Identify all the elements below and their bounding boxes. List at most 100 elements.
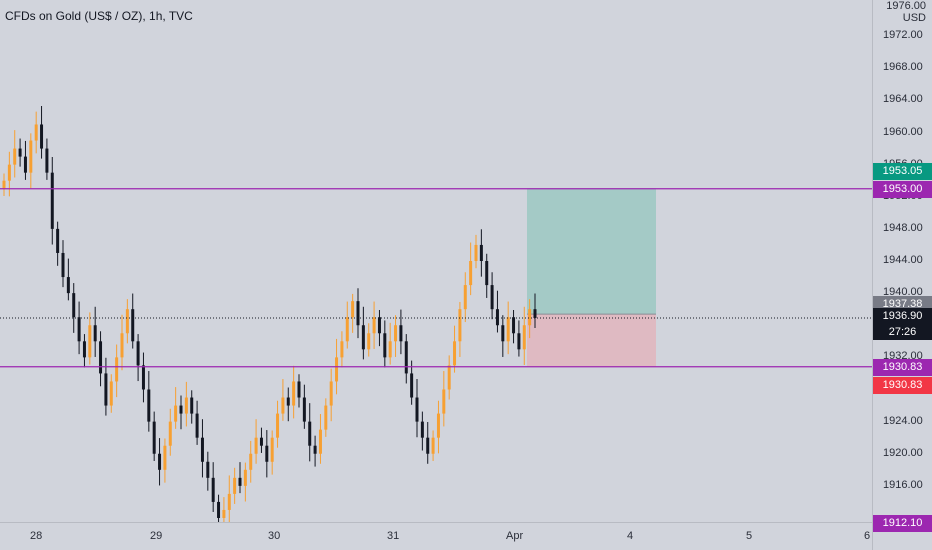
candle-body <box>447 365 451 390</box>
time-axis[interactable]: 28 29 30 31 Apr 4 5 6 <box>0 522 872 550</box>
candle-body <box>394 325 398 342</box>
upper-level-badge: 1953.00 <box>873 180 932 198</box>
candle-body <box>383 333 387 358</box>
candle-body <box>522 325 526 350</box>
price-tick-label: 1944.00 <box>883 254 923 266</box>
price-tick-label: 1972.00 <box>883 29 923 42</box>
candle-body <box>276 413 280 438</box>
candle-body <box>13 148 17 165</box>
candle-body <box>82 341 86 358</box>
candle-body <box>125 309 129 334</box>
price-axis[interactable]: 1916.001920.001924.001928.001932.001936.… <box>872 0 932 550</box>
candle-body <box>490 285 494 310</box>
candle-body <box>77 317 81 342</box>
candle-body <box>436 413 440 438</box>
candle-body <box>29 140 33 173</box>
current-price-badge: 1936.90 27:26 <box>873 308 932 341</box>
candle-body <box>23 156 27 173</box>
candle-body <box>528 309 532 326</box>
price-tick-label: 1920.00 <box>883 446 923 459</box>
candle-body <box>227 493 231 510</box>
candle-body <box>136 341 140 366</box>
candle-body <box>147 389 151 422</box>
candle-body <box>474 244 478 261</box>
candle-body <box>50 172 54 229</box>
candle-body <box>109 381 113 406</box>
candle-body <box>506 317 510 342</box>
candle-body <box>88 325 92 358</box>
candle-body <box>458 309 462 342</box>
target-zone <box>527 188 656 315</box>
candle-body <box>415 397 419 422</box>
candle-body <box>286 397 290 406</box>
candle-body <box>313 445 317 454</box>
stop-price-badge: 1930.83 <box>873 376 932 394</box>
candle-body <box>463 285 467 310</box>
candle-body <box>367 333 371 350</box>
candle-body <box>388 341 392 358</box>
candle-body <box>351 301 355 318</box>
symbol-title[interactable]: CFDs on Gold (US$ / OZ), 1h, TVC <box>5 9 193 23</box>
price-tick-label: 1924.00 <box>883 414 923 427</box>
candle-body <box>141 365 145 390</box>
price-tick-label: 1968.00 <box>883 61 923 74</box>
candle-body <box>72 293 76 318</box>
price-tick-label: 1960.00 <box>883 125 923 138</box>
time-tick-label: 30 <box>268 530 281 542</box>
candle-body <box>270 437 274 462</box>
candle-body <box>184 397 188 414</box>
candle-body <box>200 437 204 462</box>
chart-area[interactable]: CFDs on Gold (US$ / OZ), 1h, TVC <box>0 0 872 522</box>
candle-body <box>512 317 516 334</box>
candle-body <box>324 405 328 430</box>
candle-body <box>179 405 183 414</box>
candle-body <box>222 509 226 518</box>
candle-body <box>104 373 108 406</box>
candle-body <box>66 277 70 294</box>
lower-level-badge: 1930.83 <box>873 358 932 376</box>
currency-label: 1976.00 USD <box>880 0 926 24</box>
current-price-value: 1936.90 <box>882 310 923 323</box>
time-tick-label: 6 <box>864 530 871 542</box>
candle-body <box>99 341 103 374</box>
candle-body <box>431 437 435 454</box>
candle-body <box>372 317 376 334</box>
candle-body <box>426 437 430 454</box>
candle-body <box>453 341 457 366</box>
candle-body <box>469 261 473 286</box>
candle-body <box>254 437 258 454</box>
candle-body <box>243 469 247 486</box>
candle-body <box>399 325 403 342</box>
time-tick-label: Apr <box>506 530 524 542</box>
time-tick-label: 31 <box>387 530 400 542</box>
candle-body <box>195 413 199 438</box>
price-tick-label: 1916.00 <box>883 478 923 491</box>
candle-body <box>485 261 489 286</box>
candle-body <box>238 477 242 486</box>
candle-body <box>308 421 312 446</box>
candlestick-chart[interactable] <box>0 0 872 522</box>
candle-body <box>297 381 301 398</box>
candle-body <box>115 357 119 382</box>
candle-body <box>340 341 344 358</box>
candle-body <box>249 453 253 470</box>
candle-body <box>410 373 414 398</box>
time-tick-label: 4 <box>627 530 634 542</box>
candle-body <box>40 124 44 149</box>
candle-body <box>479 244 483 261</box>
bottom-level-badge: 1912.10 <box>873 515 932 533</box>
candle-body <box>517 333 521 350</box>
candle-body <box>501 325 505 342</box>
candle-body <box>233 477 237 494</box>
candle-body <box>404 341 408 374</box>
candle-body <box>174 405 178 422</box>
candle-body <box>345 317 349 342</box>
candle-body <box>56 228 60 253</box>
time-tick-label: 29 <box>150 530 163 542</box>
candle-body <box>302 397 306 422</box>
stop-zone <box>527 314 656 367</box>
candle-body <box>18 148 22 157</box>
candle-body <box>158 453 162 470</box>
candle-body <box>265 445 269 462</box>
currency-unit: USD <box>902 12 926 24</box>
